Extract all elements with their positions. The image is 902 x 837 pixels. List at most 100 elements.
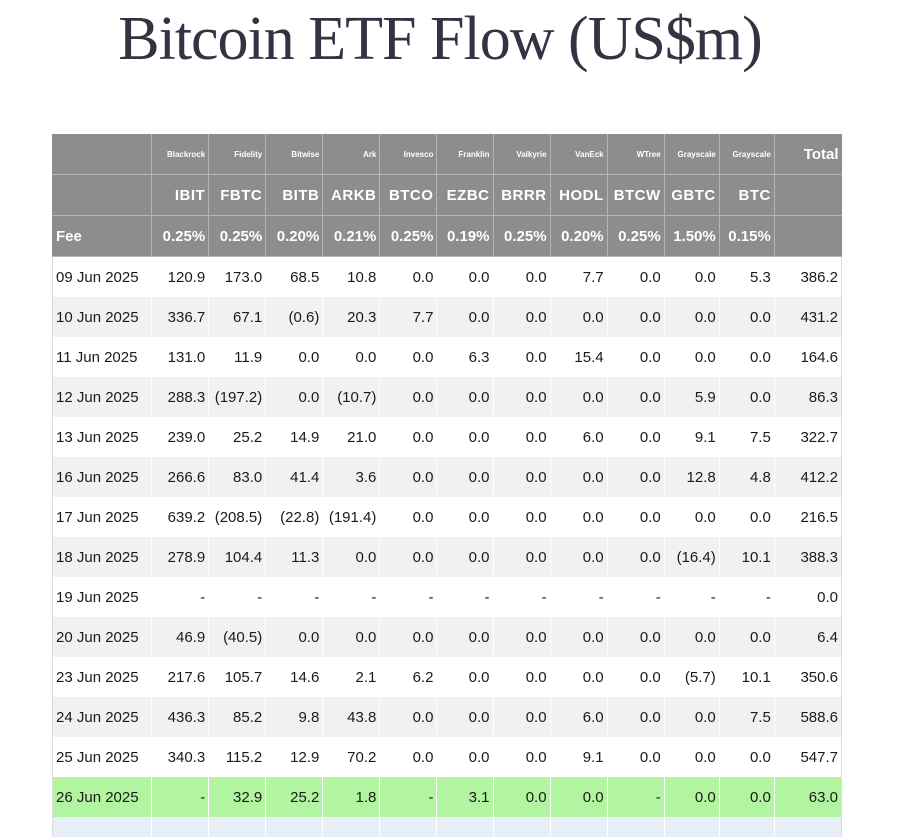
issuer-header: Invesco — [379, 134, 437, 175]
flow-cell: 12.8 — [663, 457, 720, 497]
table-row: 25 Jun 2025 340.3 115.2 12.9 70.2 0.0 0.0 0.0 9.… — [51, 737, 843, 777]
ticker-header: BRRR — [492, 174, 551, 216]
flow-cell: 2.1 — [322, 657, 380, 697]
flow-cell: 0.0 — [492, 457, 551, 497]
flow-cell: - — [606, 577, 665, 617]
flow-cell: - — [718, 577, 775, 617]
flow-cell: 6.3 — [436, 337, 493, 377]
flow-cell: 3.1 — [436, 777, 493, 817]
row-total: 388.3 — [773, 537, 843, 577]
flow-cell: - — [379, 777, 437, 817]
flow-cell: 0.0 — [663, 617, 720, 657]
flow-cell — [549, 817, 608, 837]
row-total: 63.0 — [773, 777, 843, 817]
fee-label: Fee — [51, 215, 152, 257]
flow-cell: 83.0 — [208, 457, 266, 497]
flow-cell: 0.0 — [492, 337, 551, 377]
fee-value: 1.50% — [663, 215, 720, 257]
fee-header-row: Fee 0.25% 0.25% 0.20% 0.21% 0.25% 0.19% … — [51, 215, 842, 257]
fee-value: 0.21% — [322, 215, 380, 257]
flow-cell: 0.0 — [436, 737, 493, 777]
flow-cell — [773, 817, 843, 837]
flow-cell: 68.5 — [265, 256, 323, 297]
flow-cell: 0.0 — [436, 697, 493, 737]
flow-cell: 0.0 — [606, 457, 665, 497]
flow-cell: (40.5) — [208, 617, 266, 657]
row-date: 16 Jun 2025 — [51, 457, 152, 497]
table-row: 13 Jun 2025 239.0 25.2 14.9 21.0 0.0 0.0 0.0 6.0… — [51, 417, 843, 457]
flow-cell: 9.1 — [549, 737, 608, 777]
flow-cell: 0.0 — [549, 617, 608, 657]
flow-cell: 0.0 — [549, 457, 608, 497]
flow-cell: 0.0 — [379, 497, 437, 537]
flow-cell: 0.0 — [379, 537, 437, 577]
flow-cell: 0.0 — [322, 617, 380, 657]
flow-cell: 0.0 — [492, 737, 551, 777]
table-row: 26 Jun 2025-32.9 25.2 1.8-3.1 0.0 0.0-0.0 0.0… — [51, 777, 843, 817]
flow-cell: 7.5 — [718, 697, 775, 737]
flow-cell: 5.3 — [718, 256, 775, 297]
row-total: 431.2 — [773, 297, 843, 337]
flow-cell: 11.3 — [265, 537, 323, 577]
flow-cell: 288.3 — [151, 377, 209, 417]
flow-cell — [436, 817, 493, 837]
flow-cell: - — [265, 577, 323, 617]
flow-cell: 14.6 — [265, 657, 323, 697]
page-title: Bitcoin ETF Flow (US$m) — [118, 5, 763, 73]
flow-cell: 0.0 — [606, 337, 665, 377]
flow-cell: 639.2 — [151, 497, 209, 537]
flow-cell: 0.0 — [379, 737, 437, 777]
flow-cell: 0.0 — [718, 617, 775, 657]
fee-value: 0.20% — [265, 215, 323, 257]
flow-cell: 0.0 — [322, 337, 380, 377]
flow-cell: 0.0 — [322, 537, 380, 577]
flow-cell: 0.0 — [436, 457, 493, 497]
flow-cell: 0.0 — [606, 537, 665, 577]
row-date: 24 Jun 2025 — [51, 697, 152, 737]
issuer-header-row: Blackrock Fidelity Bitwise Ark Invesco F… — [51, 134, 842, 175]
flow-cell: 7.7 — [379, 297, 437, 337]
flow-cell: 0.0 — [436, 256, 493, 297]
table-row: 17 Jun 2025 639.2 (208.5) (22.8) (191.4) 0.0 0… — [51, 497, 843, 537]
flow-cell: 0.0 — [492, 777, 551, 817]
flow-cell: 14.9 — [265, 417, 323, 457]
table-row: 24 Jun 2025 436.3 85.2 9.8 43.8 0.0 0.0 0.0 6.0 0… — [51, 697, 843, 737]
flow-cell: 239.0 — [151, 417, 209, 457]
flow-cell: 85.2 — [208, 697, 266, 737]
flow-cell: (191.4) — [322, 497, 380, 537]
flow-cell: 10.1 — [718, 537, 775, 577]
flow-cell: (10.7) — [322, 377, 380, 417]
flow-cell: 0.0 — [606, 377, 665, 417]
row-total: 547.7 — [773, 737, 843, 777]
row-total: 216.5 — [773, 497, 843, 537]
flow-cell: 104.4 — [208, 537, 266, 577]
flow-cell: 0.0 — [379, 617, 437, 657]
ticker-header: HODL — [549, 174, 608, 216]
fee-value: 0.20% — [549, 215, 608, 257]
flow-cell: 0.0 — [663, 497, 720, 537]
row-total: 86.3 — [773, 377, 843, 417]
flow-cell — [379, 817, 437, 837]
table-row: 19 Jun 2025- - - - - - - - - - -0.0 — [51, 577, 843, 617]
row-date: 20 Jun 2025 — [51, 617, 152, 657]
flow-cell: 131.0 — [151, 337, 209, 377]
flow-cell: 0.0 — [436, 297, 493, 337]
flow-cell: 0.0 — [663, 297, 720, 337]
flow-cell: 6.2 — [379, 657, 437, 697]
flow-cell: 0.0 — [379, 697, 437, 737]
fee-value: 0.25% — [151, 215, 209, 257]
flow-cell: 0.0 — [492, 697, 551, 737]
flow-cell: 0.0 — [492, 537, 551, 577]
flow-cell: 0.0 — [549, 777, 608, 817]
flow-cell: 0.0 — [549, 297, 608, 337]
flow-cell: 0.0 — [492, 377, 551, 417]
flow-cell: 0.0 — [718, 377, 775, 417]
flow-cell: 0.0 — [606, 256, 665, 297]
row-total: 412.2 — [773, 457, 843, 497]
row-date: 25 Jun 2025 — [51, 737, 152, 777]
header-corner — [51, 174, 152, 216]
flow-cell: 0.0 — [549, 497, 608, 537]
flow-cell: (16.4) — [663, 537, 720, 577]
flow-cell: 21.0 — [322, 417, 380, 457]
flow-cell: 0.0 — [436, 657, 493, 697]
